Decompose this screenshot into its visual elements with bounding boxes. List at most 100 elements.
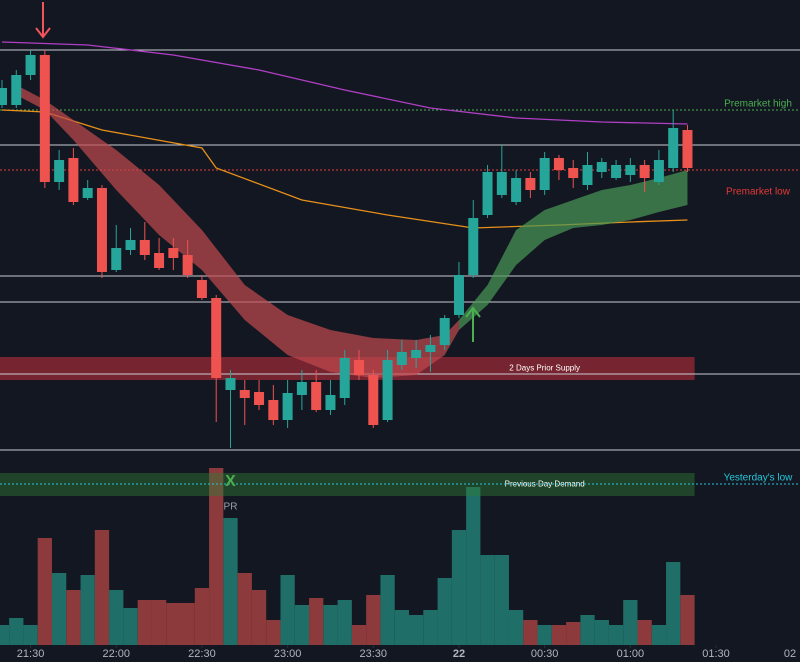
candle-body	[396, 352, 407, 365]
volume-bar	[180, 603, 195, 645]
zone	[0, 473, 695, 496]
candle-body	[368, 375, 379, 425]
volume-bar	[494, 555, 509, 645]
candle-body	[225, 378, 236, 390]
volume-bar	[151, 600, 167, 645]
volume-bar	[109, 590, 124, 645]
candle-body	[553, 158, 564, 170]
volume-bar	[80, 575, 95, 645]
volume-bar	[194, 588, 210, 645]
cloud-band	[458, 170, 688, 330]
volume-bar	[209, 468, 224, 645]
candle-body	[154, 253, 165, 268]
cloud-band	[16, 85, 459, 378]
annotation: PR	[224, 502, 238, 513]
candle-body	[282, 393, 293, 420]
volume-bar	[223, 518, 238, 645]
volume-bar	[508, 610, 524, 645]
volume-bar	[566, 622, 581, 645]
candle-body	[96, 188, 107, 272]
volume-bar	[451, 530, 467, 645]
candle-body	[125, 240, 136, 250]
candle-body	[611, 165, 622, 178]
candle-body	[211, 298, 222, 378]
candle-body	[468, 218, 479, 275]
arrow-head	[465, 306, 481, 318]
x-tick-label: 01:30	[702, 648, 730, 660]
volume-bar	[394, 610, 409, 645]
volume-bar	[551, 625, 567, 645]
candle-body	[668, 128, 679, 168]
candle-body	[653, 160, 664, 182]
volume-bar	[408, 615, 424, 645]
x-tick-label: 22:30	[188, 648, 216, 660]
x-tick-label: 02	[784, 648, 796, 660]
candle-body	[111, 248, 122, 270]
volume-bar	[9, 618, 24, 645]
candle-body	[496, 172, 507, 195]
candle-body	[268, 400, 279, 420]
candle-body	[596, 162, 607, 172]
candle-body	[325, 395, 336, 410]
volume-bar	[237, 573, 252, 645]
volume-bar	[309, 598, 324, 645]
candle-body	[568, 168, 579, 178]
volume-bar	[466, 487, 481, 645]
volume-bar	[51, 573, 67, 645]
volume-bar	[337, 600, 352, 645]
volume-bar	[594, 620, 609, 645]
candle-body	[682, 130, 693, 168]
candle-body	[11, 75, 22, 105]
volume-bar	[351, 625, 367, 645]
candle-body	[54, 160, 65, 182]
volume-bar	[666, 562, 681, 645]
volume-bar	[380, 575, 395, 645]
volume-bar	[251, 590, 267, 645]
volume-bar	[637, 620, 652, 645]
volume-bar	[66, 590, 81, 645]
candle-body	[68, 158, 79, 202]
volume-bar	[523, 620, 538, 645]
moving-average	[1, 41, 688, 125]
candle-body	[239, 390, 250, 398]
volume-bar	[480, 555, 495, 645]
level-label: Yesterday's low	[724, 473, 794, 484]
candle-body	[482, 172, 493, 215]
candle-body	[339, 358, 350, 398]
volume-bar	[580, 615, 595, 645]
candle-body	[0, 88, 7, 105]
volume-bar	[123, 608, 138, 645]
volume-bar	[280, 575, 295, 645]
candle-body	[139, 240, 150, 255]
candle-body	[639, 165, 650, 178]
candle-body	[525, 178, 536, 190]
x-tick-label: 23:30	[360, 648, 388, 660]
x-tick-label: 01:00	[617, 648, 645, 660]
volume-bar	[608, 625, 624, 645]
x-tick-label: 22	[453, 648, 465, 660]
arrow-head	[35, 27, 51, 39]
candle-body	[453, 275, 464, 315]
candle-body	[254, 392, 265, 405]
volume-bar	[423, 610, 438, 645]
candle-body	[511, 178, 522, 202]
candle-body	[411, 350, 422, 358]
candle-body	[182, 255, 193, 275]
level-label: Premarket high	[724, 99, 792, 110]
x-tick-label: 00:30	[531, 648, 559, 660]
candle-body	[425, 345, 436, 352]
candle-body	[382, 360, 393, 420]
level-label: Premarket low	[726, 187, 791, 198]
annotation: X	[225, 473, 236, 490]
volume-bar	[94, 530, 110, 645]
candle-body	[168, 248, 179, 258]
volume-bar	[537, 625, 552, 645]
candle-body	[311, 382, 322, 410]
candle-body	[625, 165, 636, 175]
zone-label: 2 Days Prior Supply	[509, 364, 580, 373]
x-tick-label: 22:00	[102, 648, 130, 660]
volume-bar	[37, 538, 52, 645]
candle-body	[582, 165, 593, 185]
